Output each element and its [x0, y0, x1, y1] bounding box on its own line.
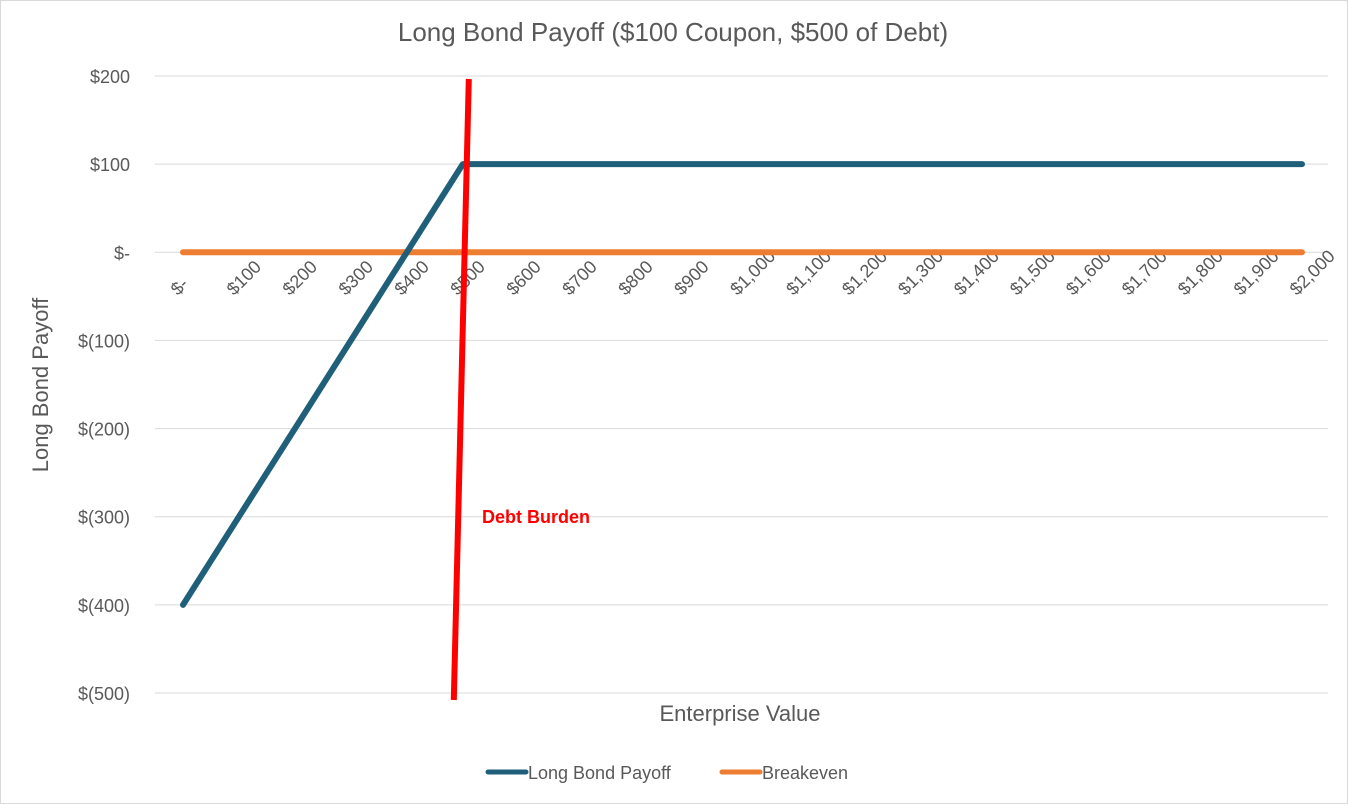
y-tick-label: $(500) [78, 684, 130, 704]
x-tick-label: $300 [335, 257, 377, 299]
x-tick-label: $- [167, 274, 192, 299]
y-axis-tick-labels: $200 $100 $- $(100) $(200) $(300) $(400) $(500) [78, 67, 130, 704]
y-tick-label: $(200) [78, 420, 130, 440]
series-line-long-bond-payoff [180, 161, 1305, 608]
x-tick-label: $600 [502, 257, 544, 299]
y-tick-label: $100 [90, 155, 130, 175]
debt-burden-line [450, 78, 472, 701]
chart-title: Long Bond Payoff ($100 Coupon, $500 of D… [398, 17, 948, 47]
y-tick-label: $- [114, 243, 130, 263]
legend-label-breakeven: Breakeven [762, 763, 848, 783]
x-axis-title: Enterprise Value [659, 701, 820, 726]
x-tick-label: $900 [670, 257, 712, 299]
legend-label-long-bond-payoff: Long Bond Payoff [528, 763, 672, 783]
y-tick-label: $200 [90, 67, 130, 87]
x-tick-label: $800 [614, 257, 656, 299]
y-tick-label: $(100) [78, 331, 130, 351]
x-tick-label: $700 [558, 257, 600, 299]
legend: Long Bond Payoff Breakeven [485, 763, 848, 783]
x-tick-label: $200 [279, 257, 321, 299]
gridlines [155, 75, 1328, 694]
x-tick-label: $500 [446, 257, 488, 299]
y-axis-title: Long Bond Payoff [28, 297, 53, 472]
y-tick-label: $(300) [78, 508, 130, 528]
series-layer [180, 161, 1305, 608]
debt-burden-label: Debt Burden [482, 507, 590, 527]
x-tick-label: $100 [223, 257, 265, 299]
y-tick-label: $(400) [78, 596, 130, 616]
